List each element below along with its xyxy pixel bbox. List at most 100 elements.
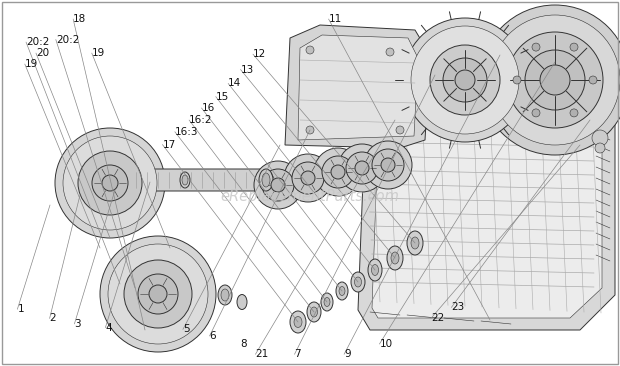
Ellipse shape bbox=[411, 237, 419, 249]
Circle shape bbox=[301, 171, 315, 185]
Circle shape bbox=[540, 65, 570, 95]
Circle shape bbox=[490, 15, 620, 145]
Text: 12: 12 bbox=[253, 49, 266, 59]
Circle shape bbox=[314, 148, 362, 196]
Text: 19: 19 bbox=[25, 59, 38, 69]
Text: 16:3: 16:3 bbox=[175, 127, 198, 137]
Circle shape bbox=[592, 130, 608, 146]
Text: 8: 8 bbox=[241, 339, 247, 349]
Circle shape bbox=[570, 109, 578, 117]
Ellipse shape bbox=[218, 285, 232, 305]
Ellipse shape bbox=[290, 311, 306, 333]
Text: 4: 4 bbox=[105, 322, 112, 333]
Text: 16:2: 16:2 bbox=[189, 115, 213, 125]
Text: 13: 13 bbox=[241, 64, 254, 75]
Text: 20:2: 20:2 bbox=[56, 34, 79, 45]
Ellipse shape bbox=[336, 282, 348, 300]
Text: 14: 14 bbox=[228, 78, 241, 89]
Text: 6: 6 bbox=[210, 331, 216, 341]
Text: 20:2: 20:2 bbox=[26, 37, 50, 47]
FancyBboxPatch shape bbox=[116, 169, 268, 191]
Polygon shape bbox=[298, 35, 418, 140]
Circle shape bbox=[271, 178, 285, 192]
Circle shape bbox=[595, 143, 605, 153]
Text: 9: 9 bbox=[344, 349, 351, 359]
Circle shape bbox=[386, 48, 394, 56]
Circle shape bbox=[63, 136, 157, 230]
Circle shape bbox=[262, 169, 294, 201]
Circle shape bbox=[381, 158, 395, 172]
Ellipse shape bbox=[182, 175, 188, 185]
Circle shape bbox=[589, 76, 597, 84]
Text: 18: 18 bbox=[73, 14, 86, 24]
Circle shape bbox=[306, 126, 314, 134]
Circle shape bbox=[525, 50, 585, 110]
Circle shape bbox=[430, 45, 500, 115]
Circle shape bbox=[532, 43, 540, 51]
Text: 19: 19 bbox=[92, 48, 105, 58]
Ellipse shape bbox=[262, 173, 270, 187]
Circle shape bbox=[513, 76, 521, 84]
Text: 7: 7 bbox=[294, 349, 301, 359]
Text: 17: 17 bbox=[162, 139, 175, 150]
Circle shape bbox=[338, 144, 386, 192]
Circle shape bbox=[455, 70, 475, 90]
Circle shape bbox=[124, 260, 192, 328]
Ellipse shape bbox=[307, 302, 321, 322]
Circle shape bbox=[254, 161, 302, 209]
Circle shape bbox=[102, 175, 118, 191]
Circle shape bbox=[346, 152, 378, 184]
Circle shape bbox=[55, 128, 165, 238]
Circle shape bbox=[403, 18, 527, 142]
Text: 5: 5 bbox=[183, 324, 190, 335]
Circle shape bbox=[108, 244, 208, 344]
Polygon shape bbox=[358, 68, 615, 330]
Text: 23: 23 bbox=[451, 302, 464, 313]
Ellipse shape bbox=[407, 231, 423, 255]
Circle shape bbox=[149, 285, 167, 303]
Ellipse shape bbox=[321, 293, 333, 311]
Circle shape bbox=[480, 5, 620, 155]
Text: eReplacementParts.com: eReplacementParts.com bbox=[221, 188, 399, 203]
Polygon shape bbox=[372, 83, 602, 318]
Ellipse shape bbox=[387, 246, 403, 270]
Ellipse shape bbox=[324, 298, 330, 306]
Circle shape bbox=[284, 154, 332, 202]
Text: 21: 21 bbox=[255, 349, 268, 359]
Ellipse shape bbox=[391, 252, 399, 264]
Ellipse shape bbox=[368, 259, 382, 281]
Ellipse shape bbox=[355, 277, 361, 287]
Circle shape bbox=[443, 58, 487, 102]
Text: 15: 15 bbox=[216, 92, 229, 102]
Circle shape bbox=[532, 109, 540, 117]
Ellipse shape bbox=[259, 169, 273, 191]
Circle shape bbox=[331, 165, 345, 179]
Circle shape bbox=[396, 126, 404, 134]
Text: 20: 20 bbox=[36, 48, 49, 58]
Circle shape bbox=[138, 274, 178, 314]
Circle shape bbox=[100, 236, 216, 352]
Text: 22: 22 bbox=[431, 313, 444, 324]
Circle shape bbox=[372, 149, 404, 181]
Ellipse shape bbox=[371, 265, 378, 276]
Circle shape bbox=[570, 43, 578, 51]
Polygon shape bbox=[285, 25, 430, 148]
Text: 16: 16 bbox=[202, 103, 215, 113]
Circle shape bbox=[507, 32, 603, 128]
Text: 3: 3 bbox=[74, 319, 81, 329]
Text: 10: 10 bbox=[379, 339, 392, 349]
Ellipse shape bbox=[351, 272, 365, 292]
Ellipse shape bbox=[180, 172, 190, 188]
Circle shape bbox=[411, 26, 519, 134]
Circle shape bbox=[292, 162, 324, 194]
Circle shape bbox=[355, 161, 369, 175]
Ellipse shape bbox=[221, 289, 229, 301]
Circle shape bbox=[78, 151, 142, 215]
Polygon shape bbox=[425, 55, 530, 125]
Ellipse shape bbox=[237, 295, 247, 310]
Ellipse shape bbox=[294, 317, 302, 328]
Circle shape bbox=[364, 141, 412, 189]
Circle shape bbox=[306, 46, 314, 54]
Text: 1: 1 bbox=[17, 304, 24, 314]
Circle shape bbox=[92, 165, 128, 201]
